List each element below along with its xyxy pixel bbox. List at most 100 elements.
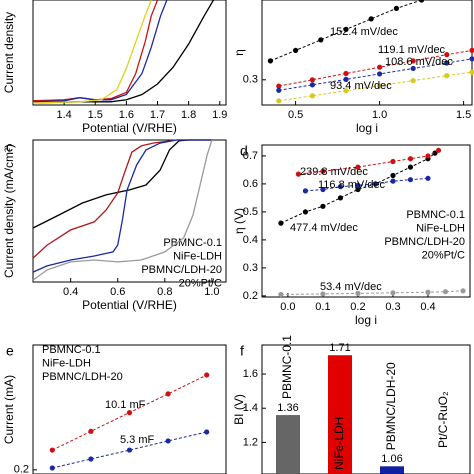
panel-label: d (240, 143, 248, 159)
series-line (32, 0, 215, 104)
data-point (390, 158, 396, 165)
legend-entry: PBMNC-0.1 (42, 344, 101, 356)
x-tick-label: 1.4 (56, 109, 71, 121)
data-point (390, 178, 396, 184)
legend-entry: PBMNC-0.1 (163, 237, 222, 249)
data-point (165, 438, 171, 444)
annotation: 152.4 mV/dec (330, 26, 398, 38)
legend-entry: NiFe-LDH (416, 222, 465, 234)
series-line (32, 139, 213, 281)
annotation: 116.8 mV/dec (318, 179, 386, 191)
series-line (32, 0, 152, 104)
data-point (276, 87, 282, 93)
panel-label: e (6, 343, 14, 359)
legend-entry: PBMNC/LDH-20 (141, 264, 222, 276)
data-point (320, 168, 326, 174)
x-axis-label: Potential (V/RHE) (82, 121, 177, 135)
annotation: 10.1 mF (105, 399, 146, 411)
y-axis-label: Current density (mA/cm²) (2, 144, 16, 278)
data-point (407, 177, 414, 183)
bar (276, 415, 300, 474)
data-point (204, 372, 210, 378)
plot-frame (261, 144, 471, 298)
data-point (460, 288, 466, 294)
y-tick-label: 0.6 (243, 178, 258, 190)
legend-entry: NiFe-LDH (42, 357, 91, 369)
bar (328, 355, 352, 474)
data-point (278, 220, 284, 226)
y-tick-label: 0.2 (14, 464, 29, 474)
data-point (425, 289, 431, 295)
data-point (88, 456, 94, 462)
value-label: 1.36 (277, 402, 298, 414)
data-point (377, 83, 383, 89)
annotation: 239.8 mV/dec (300, 166, 368, 178)
x-tick-label: 1.6 (119, 109, 134, 121)
fit-line (280, 152, 436, 224)
x-tick-label: 0.3 (385, 301, 400, 313)
y-tick-label: 0.2 (243, 290, 258, 302)
data-point (393, 5, 399, 11)
fit-line (305, 177, 429, 192)
data-point (320, 186, 326, 193)
data-point (355, 290, 361, 296)
data-point (309, 77, 315, 83)
annotation: 53.4 mV/dec (320, 281, 382, 293)
data-point (355, 186, 361, 193)
y-tick-label: 0.5 (243, 206, 258, 218)
series-line (32, 139, 212, 229)
annotation: 108.6 mV/dec (385, 56, 453, 68)
data-point (390, 172, 396, 179)
x-tick-label: 0.2 (350, 301, 365, 313)
data-point (320, 291, 326, 297)
y-axis-label: Current (mA) (2, 375, 16, 444)
plot-frame (261, 344, 471, 474)
data-point (318, 37, 324, 43)
legend-entry: PBMNC/LDH-20 (42, 371, 123, 383)
data-point (267, 58, 273, 64)
fit-line (52, 431, 207, 469)
data-point (302, 209, 309, 215)
category-label: PBMNC-0.1 (280, 335, 294, 399)
data-point (368, 16, 374, 22)
data-point (276, 98, 282, 104)
data-point (320, 203, 326, 209)
data-point (276, 83, 282, 89)
panel-label: f (240, 343, 244, 359)
data-point (165, 391, 171, 397)
data-point (372, 181, 379, 187)
y-tick-label: 0.4 (243, 234, 258, 246)
x-tick-label: 0.8 (157, 286, 172, 298)
x-tick-label: 0.4 (420, 301, 435, 313)
y-tick-label: 0.3 (243, 262, 258, 274)
legend-entry: 20%Pt/C (179, 277, 222, 289)
x-axis-label: log i (355, 313, 377, 327)
plot-frame (32, 344, 227, 474)
data-point (126, 410, 133, 416)
data-point (49, 465, 55, 471)
y-axis-label: η (232, 49, 246, 56)
y-tick-label: 1.2 (243, 436, 258, 448)
data-point (343, 70, 349, 77)
plot-frame (32, 0, 227, 106)
data-point (407, 164, 414, 170)
x-tick-label: 1.5 (456, 109, 471, 121)
data-point (469, 56, 474, 62)
category-label: NiFe-LDH (332, 417, 346, 470)
data-point (425, 153, 431, 159)
annotation: 477.4 mV/dec (290, 222, 358, 234)
series-line (32, 139, 212, 273)
legend-entry: PBMNC-0.1 (406, 209, 465, 221)
x-tick-label: 0.4 (63, 286, 78, 298)
data-point (343, 76, 349, 82)
plot-frame (32, 139, 227, 283)
x-tick-label: 1.9 (212, 109, 227, 121)
data-point (469, 69, 474, 75)
value-label: 1.71 (329, 342, 350, 354)
data-point (309, 93, 315, 99)
x-tick-label: 0.6 (110, 286, 125, 298)
annotation: 119.1 mV/dec (378, 44, 446, 56)
data-point (204, 429, 210, 435)
